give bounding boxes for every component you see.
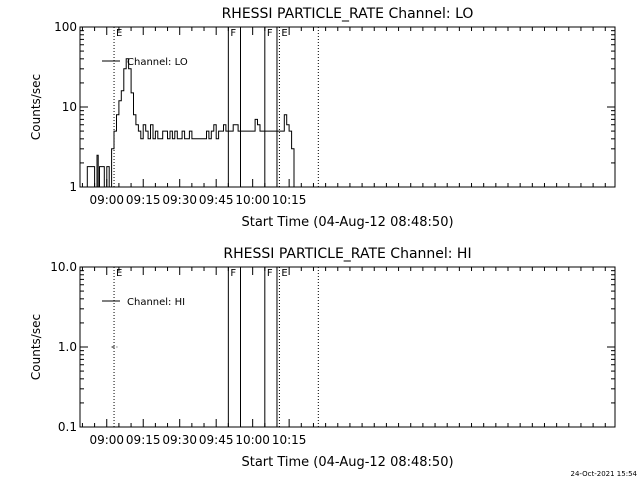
chart-title: RHESSI PARTICLE_RATE Channel: HI (223, 246, 471, 262)
x-tick-label: 09:15 (126, 433, 161, 447)
chart-title: RHESSI PARTICLE_RATE Channel: LO (222, 6, 474, 22)
y-tick-label: 1.0 (58, 340, 77, 354)
x-tick-label: 09:30 (162, 433, 197, 447)
event-label: E (116, 28, 122, 39)
x-tick-label: 10:00 (235, 193, 270, 207)
panel-1: RHESSI PARTICLE_RATE Channel: HI 0.1 1.0 10… (29, 246, 616, 470)
x-tick-label: 09:45 (199, 193, 234, 207)
x-axis-label: Start Time (04-Aug-12 08:48:50) (241, 215, 453, 230)
y-tick-label: 10.0 (50, 260, 77, 274)
series-line (84, 58, 296, 188)
y-axis-label: Counts/sec (29, 314, 43, 380)
event-label: E (281, 268, 287, 279)
x-tick-label: 09:15 (126, 193, 161, 207)
plot-frame (79, 266, 616, 428)
event-label: F (230, 268, 236, 279)
footer-timestamp: 24-Oct-2021 15:54 (570, 470, 637, 478)
y-tick-label: 10 (62, 100, 77, 114)
legend-label: Channel: HI (127, 297, 185, 308)
x-tick-label: 09:00 (89, 433, 124, 447)
plot-frame (79, 26, 616, 188)
event-label: F (267, 28, 273, 39)
event-label: F (267, 268, 273, 279)
y-tick-label: 0.1 (58, 420, 77, 434)
x-tick-label: 09:00 (89, 193, 124, 207)
x-axis-label: Start Time (04-Aug-12 08:48:50) (241, 455, 453, 470)
x-tick-label: 10:15 (272, 193, 307, 207)
event-label: F (230, 28, 236, 39)
y-tick-label: 1 (69, 180, 77, 194)
x-tick-label: 10:15 (272, 433, 307, 447)
y-tick-label: 100 (54, 20, 77, 34)
event-label: E (281, 28, 287, 39)
x-tick-label: 09:45 (199, 433, 234, 447)
y-axis-label: Counts/sec (29, 74, 43, 140)
panel-0: RHESSI PARTICLE_RATE Channel: LO 1 10 100 09… (29, 6, 616, 230)
x-tick-label: 09:30 (162, 193, 197, 207)
legend-label: Channel: LO (127, 57, 188, 68)
event-label: E (116, 268, 122, 279)
x-tick-label: 10:00 (235, 433, 270, 447)
